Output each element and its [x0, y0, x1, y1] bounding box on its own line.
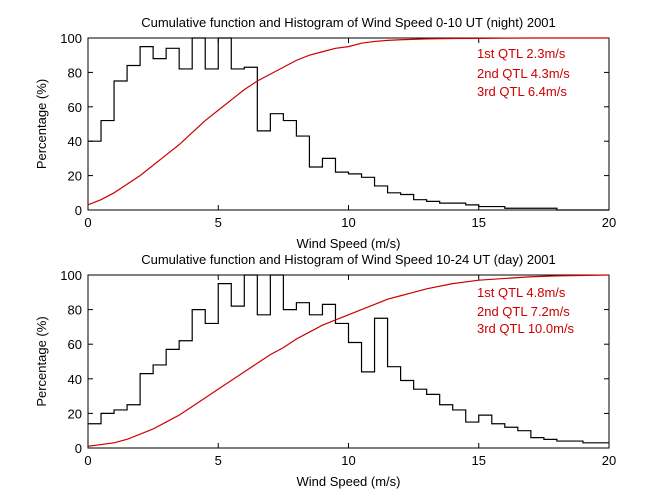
y-tick-label: 20	[68, 169, 82, 184]
x-tick-label: 10	[341, 453, 355, 468]
y-tick-label: 40	[68, 134, 82, 149]
x-tick-label: 15	[472, 453, 486, 468]
y-axis-label: Percentage (%)	[34, 79, 49, 169]
y-tick-label: 100	[60, 268, 82, 283]
quartile-annotation: 1st QTL 4.8m/s	[477, 285, 566, 300]
cumulative-line	[87, 37, 609, 206]
y-tick-label: 0	[75, 203, 82, 218]
y-tick-label: 40	[68, 372, 82, 387]
histogram-stairs	[88, 37, 609, 211]
x-tick-label: 15	[472, 215, 486, 230]
y-tick-label: 20	[68, 406, 82, 421]
x-tick-label: 20	[602, 215, 616, 230]
x-tick-label: 5	[215, 215, 222, 230]
x-tick-label: 5	[215, 453, 222, 468]
x-axis-label: Wind Speed (m/s)	[296, 236, 400, 251]
chart-title: Cumulative function and Histogram of Win…	[141, 252, 556, 267]
chart-panel-2: 0 5 10 15 20 0 20 40 60 80 100 1st QTL 4.8m/s 2nd QT…	[34, 252, 616, 489]
chart-panel-1: 0 5 10 15 20 0 20 40 60 80 100 1st QTL 2.3m/s 2nd QT…	[34, 15, 616, 251]
x-tick-label: 10	[341, 215, 355, 230]
y-tick-label: 0	[75, 441, 82, 456]
chart-title: Cumulative function and Histogram of Win…	[141, 15, 556, 30]
cumulative-line	[87, 274, 610, 447]
y-tick-label: 60	[68, 100, 82, 115]
y-axis-label: Percentage (%)	[34, 316, 49, 406]
quartile-annotation: 1st QTL 2.3m/s	[477, 46, 566, 61]
y-tick-label: 80	[68, 65, 82, 80]
quartile-annotation: 2nd QTL 7.2m/s	[477, 304, 570, 319]
x-tick-label: 0	[84, 453, 91, 468]
quartile-annotation: 3rd QTL 10.0m/s	[477, 321, 575, 336]
y-tick-label: 60	[68, 337, 82, 352]
x-axis-label: Wind Speed (m/s)	[296, 474, 400, 489]
axes-box	[87, 37, 610, 211]
quartile-annotation: 3rd QTL 6.4m/s	[477, 84, 567, 99]
quartile-annotation: 2nd QTL 4.3m/s	[477, 66, 570, 81]
y-tick-label: 80	[68, 303, 82, 318]
histogram-stairs	[88, 274, 609, 444]
x-tick-label: 20	[602, 453, 616, 468]
x-tick-label: 0	[84, 215, 91, 230]
y-tick-label: 100	[60, 31, 82, 46]
